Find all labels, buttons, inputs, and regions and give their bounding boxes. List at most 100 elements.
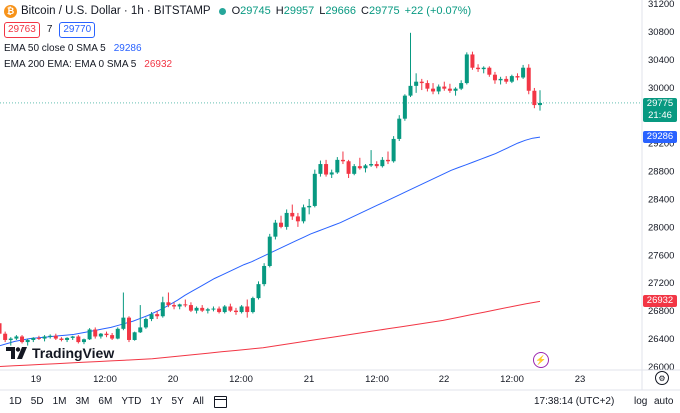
candle-body xyxy=(0,323,2,334)
candle xyxy=(138,305,143,333)
indicator-ema50[interactable]: EMA 50 close 0 SMA 5 29286 xyxy=(4,41,476,57)
candle xyxy=(470,51,475,70)
candle xyxy=(487,66,492,77)
candle xyxy=(329,169,334,179)
candle-body xyxy=(318,164,323,174)
candle-body xyxy=(228,306,233,311)
candle-body xyxy=(36,337,41,339)
timeframe-1d[interactable]: 1D xyxy=(9,396,22,407)
candle-body xyxy=(155,314,160,317)
candlestick-series xyxy=(0,32,542,346)
timeframe-all[interactable]: All xyxy=(192,396,204,407)
candle-body xyxy=(397,118,402,139)
log-scale-button[interactable]: log xyxy=(634,396,648,407)
candle xyxy=(442,81,447,91)
x-tick-label: 12:00 xyxy=(365,374,389,385)
gear-icon[interactable]: ⚙ xyxy=(655,371,669,385)
indicator-ema200[interactable]: EMA 200 EMA: EMA 0 SMA 5 26932 xyxy=(4,57,476,73)
price-axis[interactable]: 26000 26400 26800 27200 27600 28000 28400 28800… xyxy=(641,0,674,390)
candle xyxy=(447,83,452,93)
candle-body xyxy=(301,207,306,222)
candle-body xyxy=(14,336,19,339)
candle-body xyxy=(357,166,362,169)
candle-body xyxy=(521,67,526,78)
candle-body xyxy=(284,212,289,227)
calendar-icon[interactable] xyxy=(213,395,227,408)
candle xyxy=(217,306,222,314)
symbol-title[interactable]: Bitcoin / U.S. Dollar · 1h · BITSTAMP xyxy=(21,5,211,17)
candle-body xyxy=(504,78,509,82)
clock[interactable]: 17:38:14 (UTC+2) xyxy=(534,396,615,407)
candle-body xyxy=(127,317,132,340)
lightning-icon[interactable]: ⚡ xyxy=(533,352,549,368)
candle-body xyxy=(290,212,295,217)
sell-button[interactable]: 29763 xyxy=(4,22,40,38)
candle-body xyxy=(312,173,317,206)
candle xyxy=(335,157,340,174)
ema200-label: EMA 200 EMA: EMA 0 SMA 5 xyxy=(4,59,137,70)
candle-body xyxy=(115,328,120,339)
candle xyxy=(363,164,368,173)
x-tick-label: 12:00 xyxy=(500,374,524,385)
candle xyxy=(8,337,13,346)
candle xyxy=(250,296,255,314)
candle-body xyxy=(481,67,486,70)
ema50-price-tag: 29286 xyxy=(643,131,677,144)
timeframe-1y[interactable]: 1Y xyxy=(150,396,163,407)
candle-body xyxy=(470,54,475,68)
candle-body xyxy=(459,83,464,89)
candle xyxy=(20,335,25,344)
market-status-icon[interactable] xyxy=(218,7,226,15)
candle xyxy=(48,334,53,339)
candle-body xyxy=(295,216,300,222)
candle xyxy=(290,204,295,220)
candle-body xyxy=(194,307,199,311)
timeframe-1m[interactable]: 1M xyxy=(52,396,67,407)
candle xyxy=(431,83,436,95)
candle xyxy=(273,219,278,240)
y-tick-label: 30800 xyxy=(648,27,674,38)
tradingview-logo[interactable]: TradingView xyxy=(6,345,114,361)
timeframe-5y[interactable]: 5Y xyxy=(171,396,184,407)
spread-value: 7 xyxy=(46,24,53,35)
candle-body xyxy=(188,305,193,311)
y-tick-label: 26000 xyxy=(648,362,674,373)
candle-body xyxy=(380,159,385,167)
candle xyxy=(127,316,132,343)
low-value: 29666 xyxy=(325,5,357,17)
candle xyxy=(104,331,109,338)
candle xyxy=(402,94,407,121)
x-tick-label: 19 xyxy=(31,374,42,385)
time-axis[interactable]: 19 12:00 20 12:00 21 12:00 22 12:00 23 xyxy=(0,369,680,391)
candle xyxy=(166,292,171,308)
candle-body xyxy=(487,67,492,75)
candle-body xyxy=(183,304,188,306)
timeframe-5d[interactable]: 5D xyxy=(30,396,44,407)
candle-body xyxy=(48,335,53,337)
candle-body xyxy=(369,164,374,166)
candle xyxy=(115,327,120,340)
low-label: L xyxy=(319,5,326,17)
candle xyxy=(397,115,402,142)
candle xyxy=(42,335,47,342)
candle xyxy=(352,164,357,176)
candle xyxy=(228,303,233,313)
candle-body xyxy=(110,335,115,339)
ema50-label: EMA 50 close 0 SMA 5 xyxy=(4,43,106,54)
buy-button[interactable]: 29770 xyxy=(59,22,96,38)
candle-body xyxy=(211,308,216,310)
candle xyxy=(205,307,210,314)
timeframe-ytd[interactable]: YTD xyxy=(121,396,142,407)
timeframe-3m[interactable]: 3M xyxy=(75,396,90,407)
candle xyxy=(183,299,188,308)
candle xyxy=(476,64,481,72)
candle xyxy=(14,335,19,340)
auto-scale-button[interactable]: auto xyxy=(654,396,674,407)
candle xyxy=(481,66,486,74)
candle-body xyxy=(329,172,334,175)
last-price-tag-value: 29775 xyxy=(646,97,674,109)
timeframe-6m[interactable]: 6M xyxy=(98,396,113,407)
candle-body xyxy=(70,336,75,338)
candle xyxy=(436,84,441,95)
